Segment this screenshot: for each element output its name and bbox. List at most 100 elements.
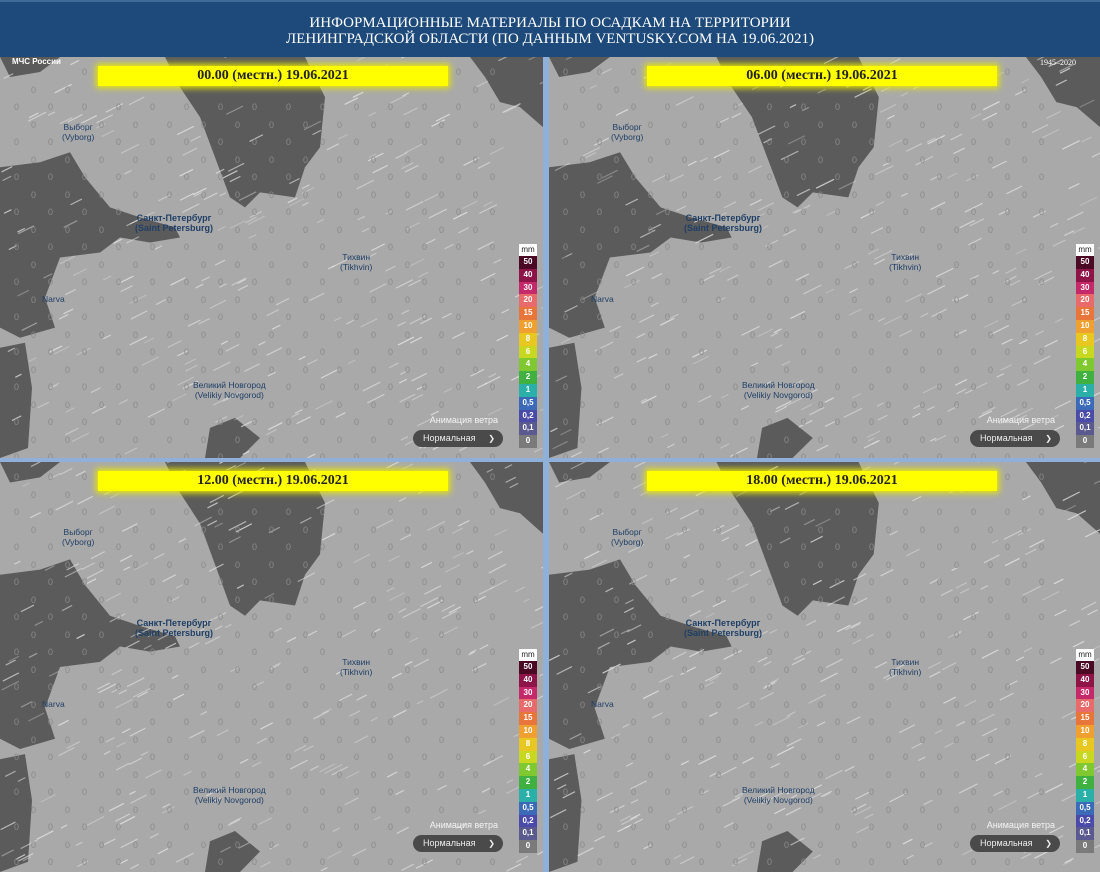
city-tikhvin[interactable]: Тихвин (Tikhvin)	[889, 657, 921, 677]
city-tikhvin[interactable]: Тихвин (Tikhvin)	[889, 252, 921, 272]
precip-value: 0	[473, 364, 479, 375]
precip-value: 0	[31, 804, 37, 815]
precip-value: 0	[14, 347, 20, 357]
wind-streak	[501, 308, 510, 314]
wind-streak	[200, 711, 208, 716]
city-narva[interactable]: Narva	[42, 294, 65, 304]
wind-streak	[327, 265, 336, 270]
wind-streak	[800, 403, 813, 411]
city-tikhvin[interactable]: Тихвин (Tikhvin)	[340, 252, 372, 272]
precip-value: 0	[422, 647, 428, 657]
wind-animation-select[interactable]: Нормальная ❯	[413, 430, 503, 447]
precip-value: 0	[150, 787, 156, 797]
wind-streak	[639, 314, 655, 323]
precip-value: 0	[405, 294, 411, 305]
precip-value: 0	[886, 224, 892, 235]
wind-streak	[693, 215, 708, 223]
city-narva[interactable]: Narva	[42, 699, 65, 709]
wind-streak	[648, 223, 662, 231]
wind-streak	[803, 518, 816, 526]
wind-streak	[427, 520, 446, 531]
precip-value: 0	[371, 559, 377, 570]
city-name: Narva	[591, 294, 614, 304]
wind-streak	[345, 770, 360, 779]
precip-value: 0	[903, 857, 909, 867]
city-velikiy-novgorod[interactable]: Великий Новгород (Velikiy Novgorod)	[193, 785, 266, 805]
wind-streak	[636, 333, 646, 339]
time-label: 12.00 (местн.) 19.06.2021	[98, 471, 448, 491]
precip-value: 0	[784, 734, 790, 745]
wind-streak	[734, 790, 747, 798]
precip-value: 0	[852, 399, 858, 410]
precip-value: 0	[937, 752, 943, 762]
wind-streak	[109, 492, 120, 499]
city-velikiy-novgorod[interactable]: Великий Новгород (Velikiy Novgorod)	[742, 380, 815, 400]
precip-value: 0	[801, 577, 807, 587]
precip-value: 0	[648, 154, 654, 165]
precip-value: 0	[14, 542, 20, 552]
wind-streak	[20, 701, 33, 708]
precip-value: 0	[269, 259, 275, 270]
city-vyborg[interactable]: Выборг (Vyborg)	[62, 527, 94, 547]
wind-streak	[388, 362, 399, 369]
wind-streak	[213, 361, 231, 372]
city-narva[interactable]: Narva	[591, 294, 614, 304]
city-velikiy-novgorod[interactable]: Великий Новгород (Velikiy Novgorod)	[193, 380, 266, 400]
wind-streak	[597, 642, 610, 650]
wind-animation-select[interactable]: Нормальная ❯	[413, 835, 503, 852]
wind-streak	[786, 711, 796, 717]
wind-streak	[289, 759, 308, 770]
precip-value: 0	[337, 434, 343, 445]
legend-step: 0,1	[1076, 422, 1094, 436]
city-narva[interactable]: Narva	[591, 699, 614, 709]
precip-value: 0	[490, 102, 496, 112]
precip-value: 0	[235, 594, 241, 605]
wind-animation-select[interactable]: Нормальная ❯	[970, 835, 1060, 852]
precip-value: 0	[473, 259, 479, 270]
wind-streak	[509, 482, 519, 489]
city-saint-petersburg[interactable]: Санкт-Петербург (Saint Petersburg)	[135, 213, 213, 233]
precip-value: 0	[184, 822, 190, 832]
wind-streak	[258, 341, 266, 346]
city-vyborg[interactable]: Выборг (Vyborg)	[611, 122, 643, 142]
precip-value: 0	[439, 699, 445, 710]
city-tikhvin[interactable]: Тихвин (Tikhvin)	[340, 657, 372, 677]
precip-value: 0	[235, 259, 241, 270]
city-saint-petersburg[interactable]: Санкт-Петербург (Saint Petersburg)	[684, 618, 762, 638]
precip-value: 0	[937, 787, 943, 797]
wind-streak	[731, 112, 742, 119]
wind-streak	[226, 464, 237, 471]
wind-streak	[406, 222, 420, 230]
wind-streak	[905, 293, 923, 303]
city-saint-petersburg[interactable]: Санкт-Петербург (Saint Petersburg)	[135, 618, 213, 638]
precip-value: 0	[835, 312, 841, 322]
precip-value: 0	[252, 172, 258, 182]
wind-streak	[309, 292, 325, 302]
wind-streak	[172, 393, 187, 402]
city-vyborg[interactable]: Выборг (Vyborg)	[62, 122, 94, 142]
wind-streak	[256, 737, 267, 744]
wind-streak	[103, 334, 111, 340]
precip-value: 0	[869, 612, 875, 622]
precip-value: 0	[354, 787, 360, 797]
city-velikiy-novgorod[interactable]: Великий Новгород (Velikiy Novgorod)	[742, 785, 815, 805]
city-vyborg[interactable]: Выборг (Vyborg)	[611, 527, 643, 547]
city-saint-petersburg[interactable]: Санкт-Петербург (Saint Petersburg)	[684, 213, 762, 233]
wind-streak	[676, 205, 687, 212]
precip-value: 0	[818, 259, 824, 270]
precip-value: 0	[31, 594, 37, 605]
wind-streak	[820, 790, 832, 798]
wind-animation-select[interactable]: Нормальная ❯	[970, 430, 1060, 447]
wind-streak	[203, 192, 218, 201]
precip-value: 0	[82, 172, 88, 182]
precip-value: 0	[563, 67, 569, 77]
precip-value: 0	[388, 382, 394, 392]
wind-streak	[109, 802, 125, 812]
precip-value: 0	[31, 189, 37, 200]
precip-value: 0	[920, 364, 926, 375]
precip-value: 0	[1005, 452, 1011, 458]
